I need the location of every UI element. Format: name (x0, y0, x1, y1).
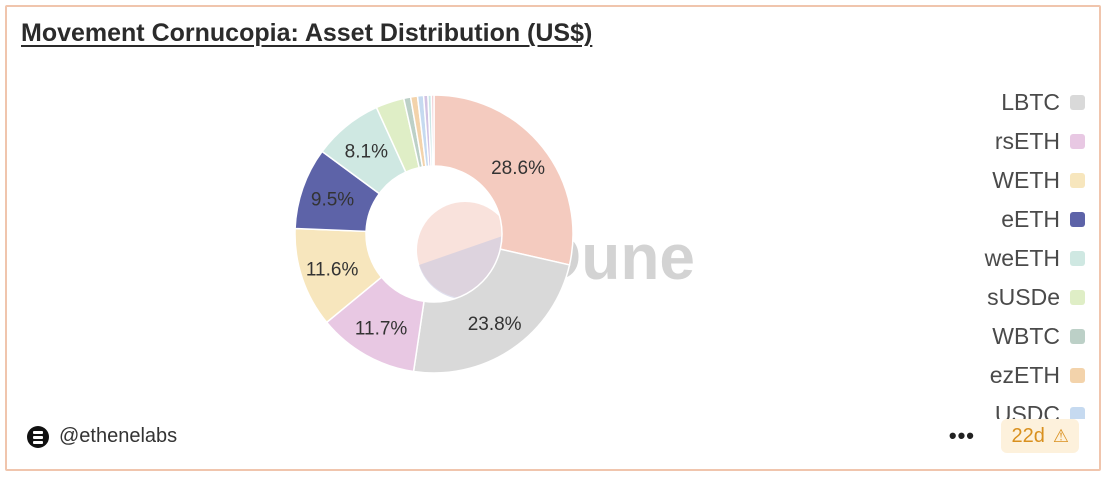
chart-title[interactable]: Movement Cornucopia: Asset Distribution … (21, 19, 593, 47)
legend-label: rsETH (994, 128, 1060, 154)
pie-slice[interactable] (430, 94, 435, 167)
age-badge[interactable]: 22d ⚠ (1001, 419, 1079, 453)
legend-item[interactable]: sUSDe (925, 278, 1085, 317)
legend-swatch (1070, 173, 1085, 188)
slice-value-label: 11.6% (306, 259, 359, 280)
legend-swatch (1070, 95, 1085, 110)
slice-value-label: 28.6% (491, 158, 545, 179)
legend-swatch (1070, 329, 1085, 344)
legend-label: sUSDe (987, 284, 1060, 310)
legend-item[interactable]: weETH (925, 239, 1085, 278)
legend-swatch (1070, 407, 1085, 419)
legend-item[interactable]: WETH (925, 161, 1085, 200)
legend-swatch (1070, 134, 1085, 149)
legend-item[interactable]: eETH (925, 200, 1085, 239)
slice-labels: 28.6% 23.8% 11.7% 11.6% 9.5% 8.1% (306, 141, 545, 339)
legend-item[interactable]: WBTC (925, 317, 1085, 356)
age-text: 22d (1011, 424, 1045, 447)
author-avatar-icon (27, 425, 49, 448)
legend-item[interactable]: LBTC (925, 83, 1085, 122)
legend-label: weETH (984, 245, 1060, 271)
author-link[interactable]: @ethenelabs (27, 425, 177, 448)
legend-item[interactable]: rsETH (925, 122, 1085, 161)
legend-label: WBTC (992, 323, 1060, 349)
legend-item[interactable]: USDC (925, 395, 1085, 419)
slice-value-label: 8.1% (345, 141, 388, 162)
legend-swatch (1070, 251, 1085, 266)
pie-slice[interactable] (433, 94, 574, 266)
donut-chart: Dune 28.6%23.8%11.7%11.6%9.5%8.1% (294, 94, 695, 374)
author-name: @ethenelabs (59, 425, 178, 447)
legend-label: LBTC (1001, 89, 1060, 115)
warning-icon: ⚠ (1052, 425, 1069, 446)
legend-swatch (1070, 212, 1085, 227)
pie-slices (294, 94, 574, 374)
more-options-icon[interactable]: ••• (948, 423, 975, 448)
slice-value-label: 9.5% (311, 189, 354, 210)
chart-legend: LBTC rsETH WETH eETH weETH sUSDe WBTC ezETH USDC (925, 83, 1085, 419)
legend-label: USDC (994, 401, 1060, 419)
slice-value-label: 11.7% (355, 319, 408, 340)
legend-swatch (1070, 368, 1085, 383)
legend-label: WETH (992, 167, 1060, 193)
legend-label: ezETH (989, 362, 1060, 388)
legend-item[interactable]: ezETH (925, 356, 1085, 395)
chart-footer: @ethenelabs ••• 22d ⚠ (7, 419, 1099, 469)
slice-value-label: 23.8% (468, 314, 522, 335)
chart-card: Movement Cornucopia: Asset Distribution … (5, 5, 1101, 471)
legend-label: eETH (1001, 206, 1060, 232)
legend-swatch (1070, 290, 1085, 305)
pie-slice[interactable] (412, 248, 571, 374)
